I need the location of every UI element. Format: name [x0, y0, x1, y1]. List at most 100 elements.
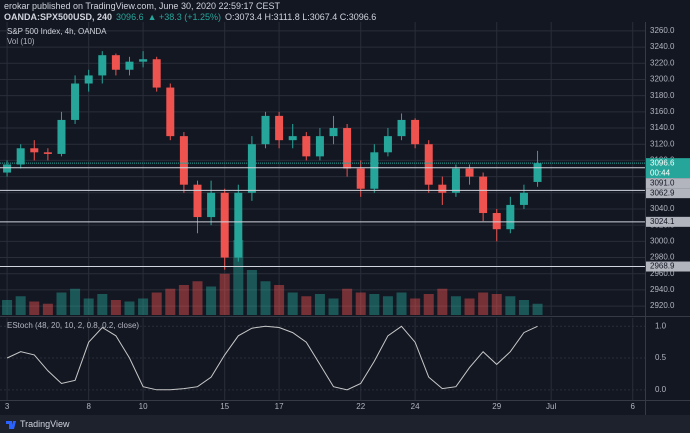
volume-bar [450, 296, 461, 315]
volume-bar [396, 292, 407, 315]
last-price-label: 3096.6 [650, 158, 675, 167]
ohlc: O:3073.4 H:3111.8 L:3067.4 C:3096.6 [225, 12, 377, 22]
volume-bar [192, 281, 203, 315]
level-label: 3024.1 [650, 217, 675, 226]
volume-bar [233, 240, 244, 315]
candle-body [261, 115, 270, 145]
candle-body [302, 136, 311, 157]
candle-body [315, 136, 324, 157]
volume-bar [342, 288, 353, 315]
logo [6, 421, 16, 429]
candle-body [519, 192, 528, 205]
volume-bar [97, 294, 108, 315]
level-tag [646, 178, 690, 189]
volume-bar [151, 292, 162, 315]
volume-bar [464, 298, 475, 315]
y-tick-label: 1.0 [655, 321, 667, 330]
volume-bar [83, 298, 94, 315]
y-tick-label: 3180.0 [650, 91, 675, 100]
last-price-tag [646, 158, 690, 179]
x-tick-label: 3 [5, 402, 10, 411]
candle-body [166, 87, 175, 137]
countdown: 00:44 [650, 168, 671, 177]
x-tick-label: Jul [546, 402, 556, 411]
y-tick-label: 3000.0 [650, 236, 675, 245]
volume-title: Vol (10) [7, 37, 35, 46]
chart-bg [0, 22, 690, 415]
volume-bar [532, 303, 543, 315]
candle-body [207, 192, 216, 218]
candle-body [71, 83, 80, 120]
x-tick-label: 22 [356, 402, 365, 411]
candle-body [247, 144, 256, 193]
volume-bar [56, 292, 67, 315]
chart: S&P 500 Index, 4h, OANDA Vol (10) EStoch… [0, 22, 690, 415]
candle-body [329, 128, 338, 137]
stoch-title: EStoch (48, 20, 10, 2, 0.8, 0.2, close) [7, 321, 139, 330]
level-tag [646, 188, 690, 199]
y-tick-label: 2960.0 [650, 269, 675, 278]
brand[interactable]: TradingView [20, 419, 70, 429]
candle-body [84, 75, 93, 84]
volume-bar [2, 300, 13, 315]
volume-bar [518, 300, 529, 315]
candle-body [533, 163, 542, 182]
chart-title: S&P 500 Index, 4h, OANDA [7, 27, 107, 36]
volume-bar [178, 285, 189, 315]
candle-body [139, 59, 148, 62]
y-tick-label: 2920.0 [650, 301, 675, 310]
x-tick-label: 15 [220, 402, 229, 411]
x-tick-label: 10 [139, 402, 148, 411]
y-tick-label: 3240.0 [650, 42, 675, 51]
volume-bar [70, 288, 81, 315]
y-tick-label: 3040.0 [650, 204, 675, 213]
footer: TradingView [0, 415, 690, 433]
candle-body [356, 168, 365, 189]
volume-bar [478, 292, 489, 315]
volume-bar [274, 285, 285, 315]
volume-bar [301, 296, 312, 315]
symbol: OANDA:SPX500USD, 240 [4, 12, 113, 22]
x-tick-label: 29 [492, 402, 501, 411]
volume-bar [314, 294, 325, 315]
volume-bar [491, 294, 502, 315]
candle-body [343, 128, 352, 169]
y-tick-label: 3200.0 [650, 75, 675, 84]
candle-body [438, 184, 447, 193]
volume-bar [410, 298, 421, 315]
last-price: 3096.6 [116, 12, 144, 22]
y-tick-label: 2940.0 [650, 285, 675, 294]
volume-bar [369, 294, 380, 315]
volume-bar [437, 288, 448, 315]
symbol-line: OANDA:SPX500USD, 240 3096.6 ▲ +38.3 (+1.25… [4, 12, 380, 22]
candle-body [506, 204, 515, 230]
volume-bar [328, 298, 339, 315]
candle-body [465, 168, 474, 177]
candle-body [492, 213, 501, 230]
candle-body [451, 168, 460, 193]
volume-bar [165, 288, 176, 315]
candle-body [424, 144, 433, 185]
candle-body [179, 136, 188, 185]
y-tick-label: 0.0 [655, 385, 667, 394]
y-tick-label: 2980.0 [650, 253, 675, 262]
volume-bar [260, 281, 271, 315]
x-tick-label: 6 [631, 402, 636, 411]
candle-body [275, 115, 284, 141]
candle-body [370, 152, 379, 189]
y-tick-label: 3260.0 [650, 26, 675, 35]
level-label: 3091.0 [650, 178, 675, 187]
volume-bar [219, 273, 230, 315]
candle-body [411, 119, 420, 145]
candle-body [30, 148, 39, 153]
candle-body [111, 55, 120, 70]
candle-body [193, 184, 202, 218]
level-tag [646, 216, 690, 227]
candle-body [98, 55, 107, 76]
change: ▲ +38.3 (+1.25%) [147, 12, 222, 22]
candle-body [57, 119, 66, 154]
x-tick-label: 24 [411, 402, 420, 411]
candle-body [220, 192, 229, 258]
volume-bar [505, 296, 516, 315]
volume-bar [110, 300, 121, 315]
